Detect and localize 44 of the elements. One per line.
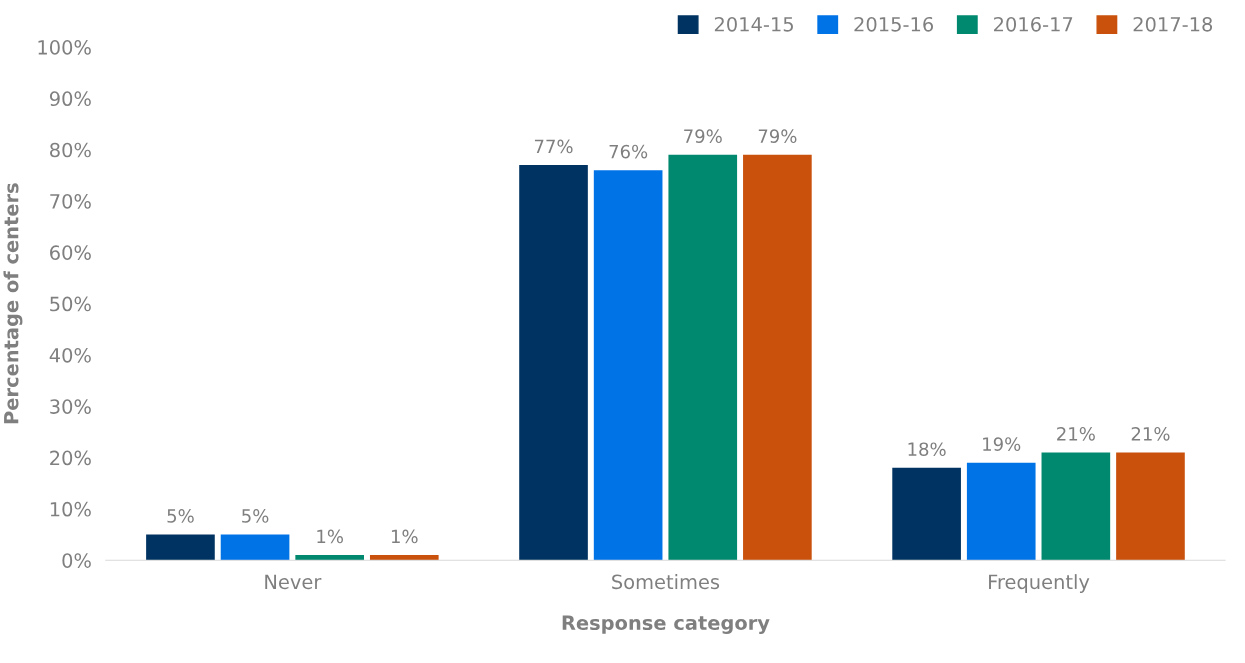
text: 1%: [391, 529, 418, 544]
y-tick-label: 0%: [62, 553, 91, 568]
text: 21%: [1131, 426, 1170, 441]
x-tick-label: Sometimes: [612, 574, 720, 590]
bar: [743, 154, 812, 561]
bar: [220, 534, 290, 561]
legend-label: 2017-18: [1133, 16, 1213, 32]
legend-label: 2014-15: [714, 16, 793, 32]
text: 21%: [1057, 426, 1095, 441]
y-tick-label: 20%: [50, 450, 91, 466]
y-tick-label: 30%: [50, 399, 91, 414]
y-tick-label: 10%: [50, 501, 91, 517]
bar: [369, 555, 439, 561]
bar: [966, 462, 1036, 561]
bar: [593, 170, 663, 561]
y-tick-label: 40%: [49, 347, 91, 363]
bar: [146, 534, 215, 561]
bar: [295, 555, 364, 561]
y-tick-label: 50%: [50, 296, 91, 312]
bar: [668, 154, 738, 561]
text: 79%: [758, 129, 797, 144]
bar: [519, 165, 588, 561]
bar: [1116, 452, 1185, 561]
text: 18%: [908, 442, 946, 457]
y-tick-label: 60%: [50, 245, 91, 260]
legend-label: 2016-17: [994, 16, 1073, 32]
y-tick-label: 90%: [49, 91, 91, 107]
x-tick-label: Frequently: [989, 574, 1090, 593]
text: 77%: [534, 139, 573, 154]
text: 1%: [317, 529, 343, 544]
text: 76%: [609, 144, 648, 159]
text: 5%: [242, 509, 269, 523]
text: 79%: [684, 129, 722, 144]
text: 5%: [167, 509, 194, 523]
y-tick-label: 80%: [50, 142, 91, 158]
y-axis-title: Percentage of centers: [3, 183, 23, 424]
y-tick-label: 70%: [50, 193, 91, 209]
bar: [892, 467, 961, 561]
x-tick-label: Never: [265, 574, 322, 590]
bar: [1041, 452, 1111, 561]
legend-label: 2015-16: [854, 16, 934, 32]
y-tick-label: 100%: [38, 40, 91, 55]
text: 19%: [983, 437, 1021, 451]
x-axis-title: Response category: [562, 615, 770, 634]
